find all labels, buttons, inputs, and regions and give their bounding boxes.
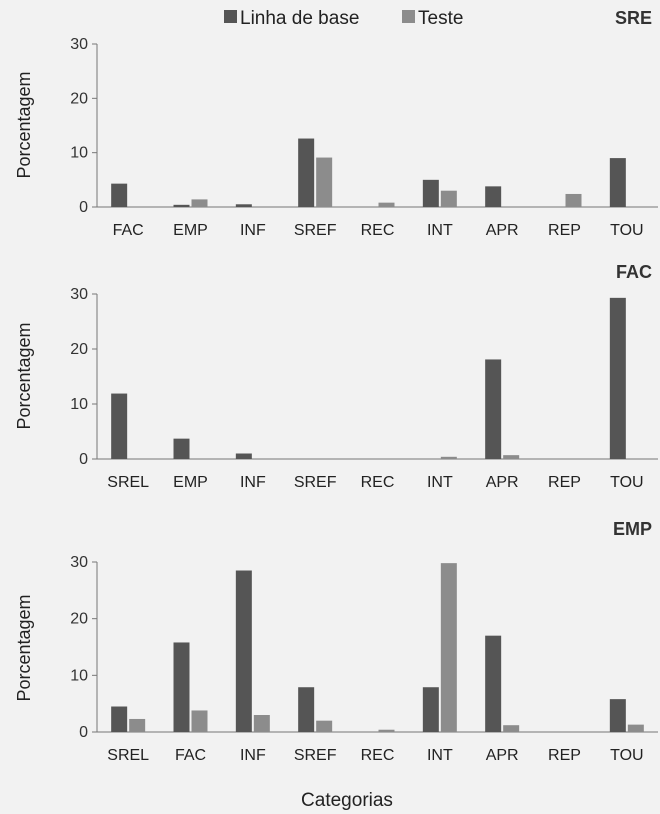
category-label: EMP xyxy=(173,474,208,491)
y-axis-label: Porcentagem xyxy=(14,71,34,178)
legend-baseline-label: Linha de base xyxy=(240,8,359,29)
category-label: SREL xyxy=(107,747,149,764)
y-tick-label: 0 xyxy=(79,451,88,468)
category-label: SREF xyxy=(294,474,337,491)
test-bar xyxy=(440,190,457,207)
baseline-bar xyxy=(485,186,502,207)
y-tick-label: 0 xyxy=(79,199,88,216)
category-label: REP xyxy=(548,222,581,239)
test-bar xyxy=(440,563,457,732)
y-tick-label: 30 xyxy=(70,554,88,571)
y-tick-label: 10 xyxy=(70,667,88,684)
baseline-bar xyxy=(609,699,626,732)
test-bar xyxy=(378,202,395,207)
panel-fac: FAC Porcentagem 0 10 20 30 SREL EMP INF SREF REC… xyxy=(14,262,658,491)
category-label: REP xyxy=(548,474,581,491)
category-label: APR xyxy=(486,222,519,239)
category-label: INT xyxy=(427,747,453,764)
test-bar xyxy=(440,456,457,459)
category-label: APR xyxy=(486,747,519,764)
baseline-bar xyxy=(111,706,128,732)
category-label: FAC xyxy=(113,222,144,239)
test-bar xyxy=(316,720,333,732)
category-label: SREF xyxy=(294,222,337,239)
baseline-bar xyxy=(485,359,502,459)
test-bar xyxy=(378,729,395,732)
baseline-bar xyxy=(422,687,439,732)
legend-test-swatch xyxy=(402,10,415,23)
panel-sre: SRE Porcentagem 0 10 20 30 FAC EMP INF SREF REC I… xyxy=(14,8,658,239)
category-label: REC xyxy=(361,474,395,491)
baseline-bar xyxy=(298,687,315,732)
category-label: EMP xyxy=(173,222,208,239)
test-bar xyxy=(503,455,520,459)
category-label: TOU xyxy=(610,222,643,239)
category-label: INF xyxy=(240,222,266,239)
y-tick-label: 30 xyxy=(70,286,88,303)
category-label: TOU xyxy=(610,474,643,491)
category-label: SREF xyxy=(294,747,337,764)
baseline-bar xyxy=(111,393,128,459)
baseline-bar xyxy=(609,158,626,207)
panel-title: EMP xyxy=(613,519,652,539)
legend-baseline-swatch xyxy=(224,10,237,23)
category-label: FAC xyxy=(175,747,206,764)
test-bar xyxy=(316,157,333,207)
test-bar xyxy=(565,193,582,207)
panel-title: FAC xyxy=(616,262,652,282)
x-axis-label: Categorias xyxy=(301,790,393,811)
category-label: INT xyxy=(427,222,453,239)
baseline-bar xyxy=(173,438,190,459)
baseline-bar xyxy=(235,204,252,207)
y-tick-label: 10 xyxy=(70,145,88,162)
test-bar xyxy=(253,715,270,732)
panel-emp: EMP Porcentagem 0 10 20 30 SREL FAC INF SREF REC… xyxy=(14,519,658,764)
category-label: REP xyxy=(548,747,581,764)
y-axis-label: Porcentagem xyxy=(14,594,34,701)
category-label: SREL xyxy=(107,474,149,491)
category-label: INF xyxy=(240,747,266,764)
baseline-bar xyxy=(173,204,190,207)
baseline-bar xyxy=(235,570,252,732)
baseline-bar xyxy=(111,183,128,207)
baseline-bar xyxy=(235,453,252,459)
test-bar xyxy=(503,725,520,732)
y-tick-label: 20 xyxy=(70,611,88,628)
category-label: INF xyxy=(240,474,266,491)
baseline-bar xyxy=(609,297,626,459)
legend-test-label: Teste xyxy=(418,8,463,29)
y-tick-label: 20 xyxy=(70,341,88,358)
test-bar xyxy=(191,199,208,207)
test-bar xyxy=(191,710,208,732)
baseline-bar xyxy=(485,635,502,732)
test-bar xyxy=(627,724,644,732)
baseline-bar xyxy=(173,642,190,732)
category-label: TOU xyxy=(610,747,643,764)
y-tick-label: 20 xyxy=(70,90,88,107)
category-label: REC xyxy=(361,222,395,239)
category-label: INT xyxy=(427,474,453,491)
y-tick-label: 0 xyxy=(79,724,88,741)
y-axis-label: Porcentagem xyxy=(14,322,34,429)
test-bar xyxy=(129,718,146,732)
category-label: APR xyxy=(486,474,519,491)
y-tick-label: 30 xyxy=(70,36,88,53)
baseline-bar xyxy=(298,138,315,207)
y-tick-label: 10 xyxy=(70,396,88,413)
category-label: REC xyxy=(361,747,395,764)
panel-title: SRE xyxy=(615,8,652,28)
baseline-bar xyxy=(422,179,439,207)
legend: Linha de base Teste xyxy=(224,8,463,29)
